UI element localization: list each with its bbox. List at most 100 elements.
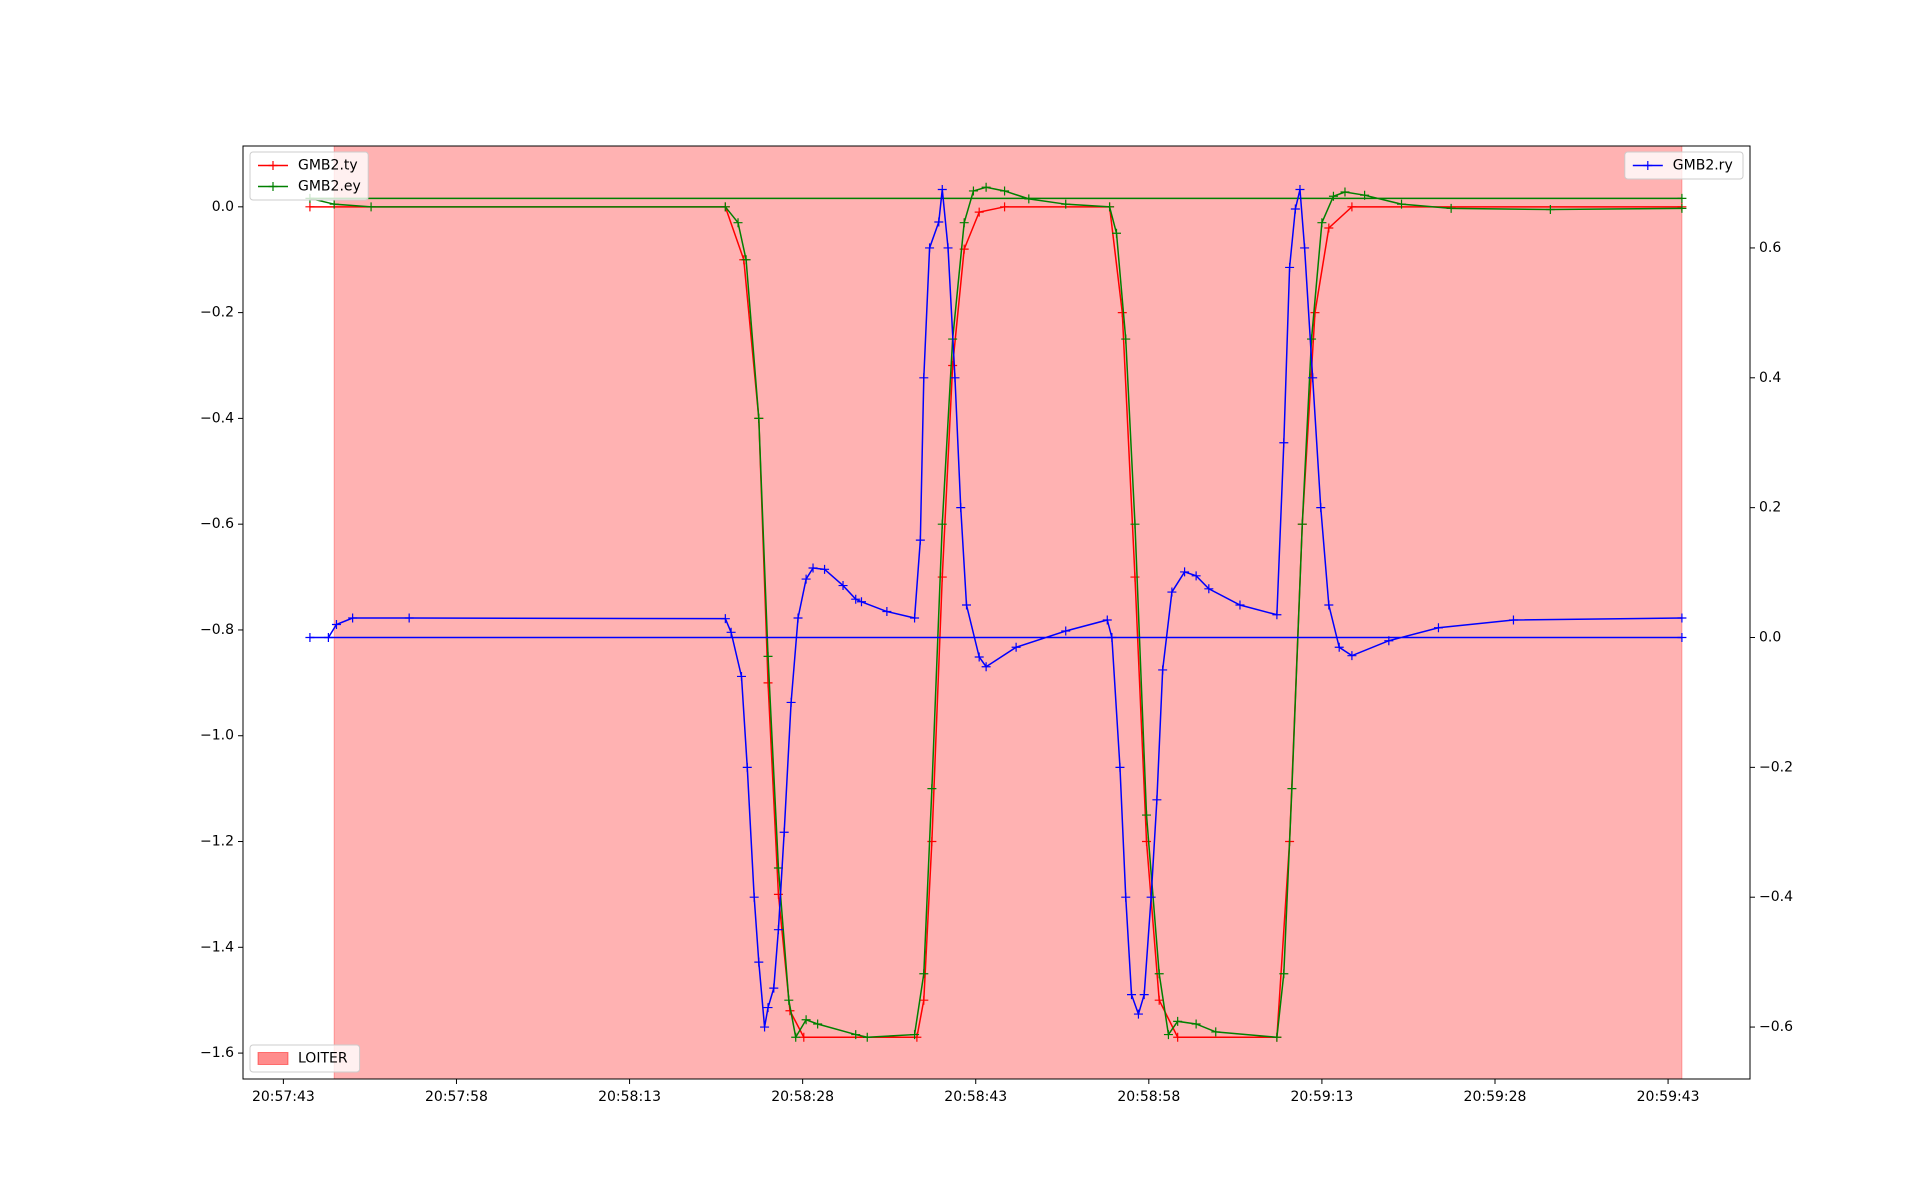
point-marker <box>1191 1019 1201 1029</box>
point-marker <box>925 243 935 253</box>
point-marker <box>919 373 929 383</box>
point-marker <box>1163 1030 1173 1040</box>
point-marker <box>1297 519 1307 529</box>
point-marker <box>974 652 984 662</box>
point-marker <box>956 503 966 513</box>
point-marker <box>1272 1032 1282 1042</box>
point-marker <box>769 983 779 993</box>
point-marker <box>1115 762 1125 772</box>
legend-label: GMB2.ry <box>1673 158 1733 174</box>
point-marker <box>1121 892 1131 902</box>
point-marker <box>838 581 848 591</box>
plot-frame <box>242 145 1751 1080</box>
point-marker <box>793 613 803 623</box>
point-marker <box>1130 572 1140 582</box>
point-marker <box>1180 567 1190 577</box>
point-marker <box>773 889 783 899</box>
x-tick-label: 20:59:43 <box>1637 1089 1700 1105</box>
span <box>333 145 1683 1080</box>
point-marker <box>1191 571 1201 581</box>
x-tick-label: 20:59:13 <box>1290 1089 1353 1105</box>
point-marker <box>851 594 861 604</box>
point-marker <box>934 217 944 227</box>
point-marker <box>1279 438 1289 448</box>
point-marker <box>329 199 339 209</box>
point-marker <box>1279 969 1289 979</box>
point-marker <box>1433 623 1443 633</box>
y2-tick-label: 0.6 <box>1759 240 1781 256</box>
point-marker <box>950 373 960 383</box>
point-marker <box>1324 223 1334 233</box>
point-marker <box>1173 1032 1183 1042</box>
y-tick-label: −1.6 <box>200 1045 234 1061</box>
point-marker <box>1133 1009 1143 1019</box>
point-marker <box>736 671 746 681</box>
point-marker <box>741 255 751 265</box>
y2-tick-label: 0.4 <box>1759 370 1781 386</box>
point-marker <box>1107 632 1117 642</box>
legend: LOITER <box>249 1044 361 1073</box>
point-marker <box>720 614 730 624</box>
y-tick-label: −0.6 <box>200 516 234 532</box>
point-marker <box>1173 1016 1183 1026</box>
x-tick-label: 20:57:43 <box>252 1089 315 1105</box>
point-marker <box>754 957 764 967</box>
point-marker <box>813 1019 823 1029</box>
legend-box <box>1624 151 1744 180</box>
point-marker <box>784 995 794 1005</box>
point-marker <box>1105 202 1115 212</box>
point-marker <box>981 662 991 672</box>
series-line <box>309 186 1682 1040</box>
point-marker <box>323 632 333 642</box>
point-marker <box>1235 600 1245 610</box>
point-marker <box>937 185 947 195</box>
point-marker <box>974 207 984 217</box>
series-group <box>305 182 1687 1042</box>
point-marker <box>786 697 796 707</box>
point-marker <box>1446 203 1456 213</box>
point-marker <box>1360 190 1370 200</box>
point-marker <box>959 218 969 228</box>
x-tick-label: 20:58:28 <box>771 1089 834 1105</box>
point-marker <box>1211 1027 1221 1037</box>
point-marker <box>1347 651 1357 661</box>
point-marker <box>1000 202 1010 212</box>
point-marker <box>763 1003 773 1013</box>
point-marker <box>1295 185 1305 195</box>
y-tick-label: −0.8 <box>200 622 234 638</box>
series-line <box>309 189 1682 1028</box>
y2-tick-label: 0.2 <box>1759 500 1781 516</box>
x-tick-label: 20:58:43 <box>944 1089 1007 1105</box>
y-tick-label: −1.0 <box>200 728 234 744</box>
point-marker <box>961 600 971 610</box>
point-marker <box>981 182 991 192</box>
point-marker <box>331 620 341 630</box>
point-marker <box>801 574 811 584</box>
y-tick-label: −0.4 <box>200 410 234 426</box>
y2-tick-label: −0.4 <box>1759 889 1793 905</box>
point-marker <box>943 243 953 253</box>
legend-box <box>249 1044 361 1073</box>
point-marker <box>268 161 278 170</box>
point-marker <box>910 613 920 623</box>
point-marker <box>1152 795 1162 805</box>
point-marker <box>720 202 730 212</box>
point-marker <box>305 202 315 212</box>
point-marker <box>1272 610 1282 620</box>
legend-label: LOITER <box>298 1051 348 1067</box>
point-marker <box>1290 204 1300 214</box>
x-tick-label: 20:58:58 <box>1117 1089 1180 1105</box>
point-marker <box>763 651 773 661</box>
point-marker <box>1061 626 1071 636</box>
point-marker <box>348 613 358 623</box>
y2-tick-label: 0.0 <box>1759 629 1781 645</box>
point-marker <box>1154 995 1164 1005</box>
point-marker <box>1347 202 1357 212</box>
point-marker <box>1317 218 1327 228</box>
point-marker <box>919 995 929 1005</box>
point-marker <box>1011 642 1021 652</box>
legend: GMB2.ty GMB2.ey <box>249 151 369 201</box>
point-marker <box>801 1015 811 1025</box>
point-marker <box>754 413 764 423</box>
